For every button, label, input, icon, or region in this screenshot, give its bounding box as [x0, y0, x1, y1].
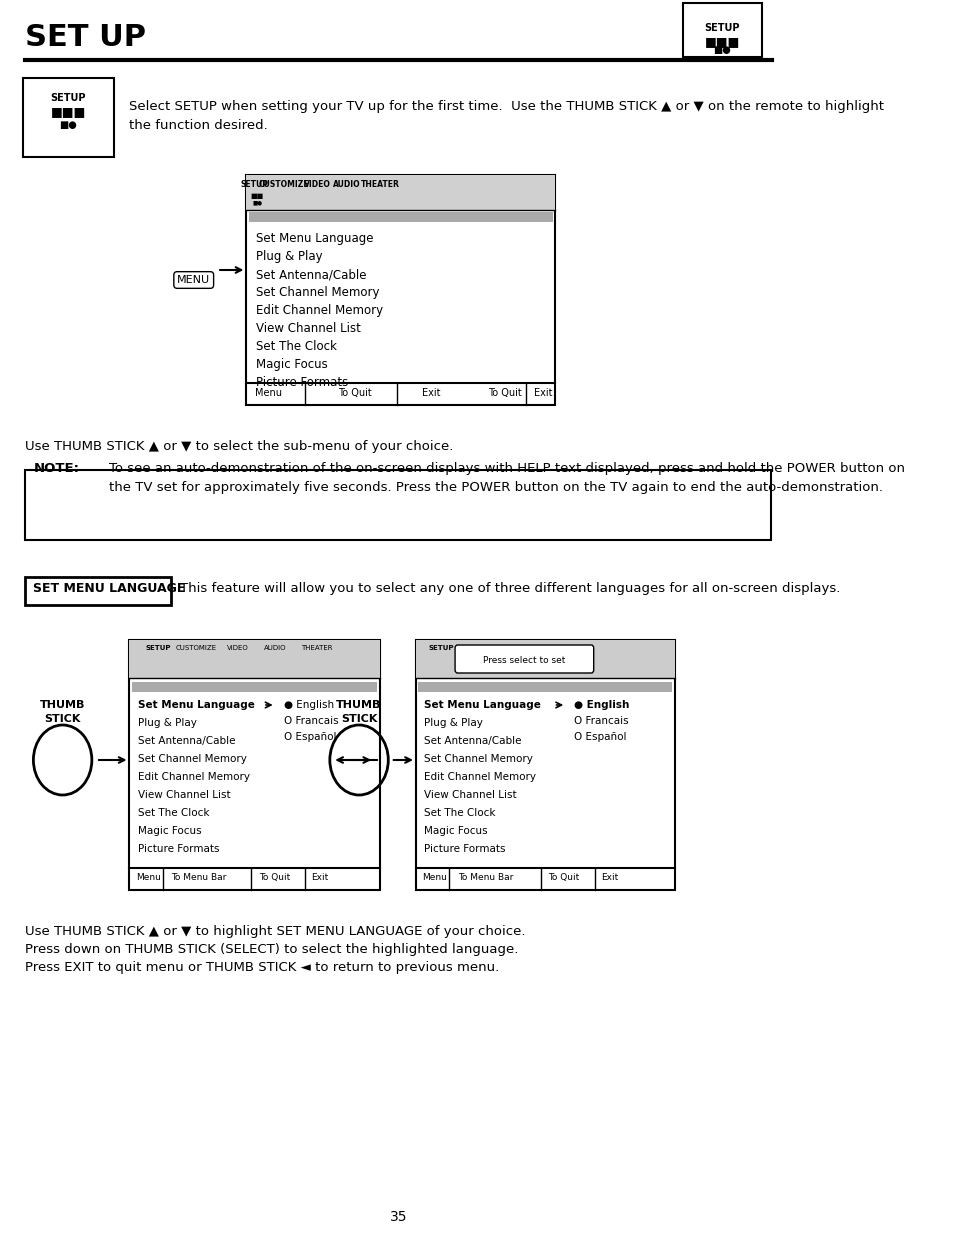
- Bar: [416, 640, 674, 890]
- Text: 35: 35: [389, 1210, 407, 1224]
- Text: View Channel List: View Channel List: [424, 790, 517, 800]
- Text: Press down on THUMB STICK (SELECT) to select the highlighted language.: Press down on THUMB STICK (SELECT) to se…: [25, 944, 517, 956]
- Text: Plug & Play: Plug & Play: [424, 718, 482, 727]
- Text: Use THUMB STICK ▲ or ▼ to highlight SET MENU LANGUAGE of your choice.: Use THUMB STICK ▲ or ▼ to highlight SET …: [25, 925, 525, 939]
- Text: Plug & Play: Plug & Play: [256, 249, 323, 263]
- Text: To Quit: To Quit: [547, 873, 578, 882]
- Text: Set Menu Language: Set Menu Language: [424, 700, 540, 710]
- FancyBboxPatch shape: [24, 78, 114, 157]
- Text: THUMB: THUMB: [336, 700, 381, 710]
- Text: Edit Channel Memory: Edit Channel Memory: [256, 304, 383, 317]
- Text: Set Antenna/Cable: Set Antenna/Cable: [424, 736, 521, 746]
- Text: ● English: ● English: [574, 700, 629, 710]
- Text: ■●: ■●: [252, 200, 262, 205]
- Text: Menu: Menu: [422, 873, 447, 882]
- Text: AUDIO: AUDIO: [264, 645, 287, 651]
- Text: SET UP: SET UP: [25, 23, 146, 52]
- Text: To see an auto-demonstration of the on-screen displays with HELP text displayed,: To see an auto-demonstration of the on-s…: [109, 462, 903, 494]
- Text: SETUP: SETUP: [51, 93, 86, 103]
- Text: Magic Focus: Magic Focus: [256, 358, 328, 370]
- Text: View Channel List: View Channel List: [137, 790, 231, 800]
- Text: Set The Clock: Set The Clock: [137, 808, 209, 818]
- Text: MENU: MENU: [177, 275, 210, 285]
- Text: VIDEO: VIDEO: [304, 180, 331, 189]
- Text: SETUP: SETUP: [240, 180, 269, 189]
- Text: Picture Formats: Picture Formats: [137, 844, 219, 853]
- Bar: [130, 640, 379, 890]
- Text: Set Menu Language: Set Menu Language: [137, 700, 254, 710]
- Text: CUSTOMIZE: CUSTOMIZE: [175, 645, 216, 651]
- Text: To Quit: To Quit: [337, 388, 372, 398]
- Text: Set The Clock: Set The Clock: [424, 808, 496, 818]
- Text: To Menu Bar: To Menu Bar: [457, 873, 513, 882]
- Bar: [132, 682, 377, 692]
- Text: Press select to set: Press select to set: [482, 656, 565, 664]
- Bar: [25, 577, 171, 605]
- Text: CUSTOMIZE: CUSTOMIZE: [258, 180, 309, 189]
- Bar: [246, 175, 555, 405]
- Text: Set Channel Memory: Set Channel Memory: [256, 287, 379, 299]
- Text: Set Antenna/Cable: Set Antenna/Cable: [137, 736, 235, 746]
- Text: THUMB: THUMB: [40, 700, 85, 710]
- Text: Set Channel Memory: Set Channel Memory: [424, 755, 533, 764]
- Text: O Español: O Español: [574, 732, 626, 742]
- Text: O Francais: O Francais: [574, 716, 628, 726]
- Text: ■■■: ■■■: [51, 105, 86, 119]
- Text: Exit: Exit: [600, 873, 618, 882]
- Text: View Channel List: View Channel List: [256, 322, 361, 335]
- Text: Set Antenna/Cable: Set Antenna/Cable: [256, 268, 367, 282]
- Text: Magic Focus: Magic Focus: [137, 826, 201, 836]
- Text: SETUP: SETUP: [704, 23, 740, 33]
- Text: NOTE:: NOTE:: [33, 462, 79, 475]
- Text: Select SETUP when setting your TV up for the first time.  Use the THUMB STICK ▲ : Select SETUP when setting your TV up for…: [130, 100, 883, 132]
- Text: To Quit: To Quit: [488, 388, 521, 398]
- Bar: [416, 640, 674, 678]
- Bar: [246, 175, 555, 210]
- Text: Edit Channel Memory: Edit Channel Memory: [137, 772, 250, 782]
- Text: ■■: ■■: [251, 193, 264, 199]
- Text: ■●: ■●: [59, 120, 77, 130]
- Text: STICK: STICK: [340, 714, 376, 724]
- Text: Exit: Exit: [534, 388, 553, 398]
- Text: Set Menu Language: Set Menu Language: [256, 232, 374, 245]
- Text: Press EXIT to quit menu or THUMB STICK ◄ to return to previous menu.: Press EXIT to quit menu or THUMB STICK ◄…: [25, 961, 498, 974]
- Text: ■■■: ■■■: [704, 35, 740, 48]
- Text: SETUP: SETUP: [146, 645, 172, 651]
- Text: SETUP: SETUP: [428, 645, 454, 651]
- Text: Exit: Exit: [311, 873, 329, 882]
- Bar: [418, 682, 672, 692]
- Text: Edit Channel Memory: Edit Channel Memory: [424, 772, 536, 782]
- Text: To Menu Bar: To Menu Bar: [171, 873, 226, 882]
- Text: ■●: ■●: [713, 44, 730, 56]
- Text: Plug & Play: Plug & Play: [137, 718, 196, 727]
- Bar: [130, 640, 379, 678]
- Text: Use THUMB STICK ▲ or ▼ to select the sub-menu of your choice.: Use THUMB STICK ▲ or ▼ to select the sub…: [25, 440, 453, 453]
- Text: SET MENU LANGUAGE: SET MENU LANGUAGE: [33, 582, 186, 595]
- Text: Set Channel Memory: Set Channel Memory: [137, 755, 247, 764]
- Text: Menu: Menu: [254, 388, 281, 398]
- Text: Picture Formats: Picture Formats: [256, 375, 348, 389]
- FancyBboxPatch shape: [682, 2, 760, 57]
- Text: This feature will allow you to select any one of three different languages for a: This feature will allow you to select an…: [179, 582, 839, 595]
- Text: Menu: Menu: [136, 873, 161, 882]
- Text: THEATER: THEATER: [301, 645, 333, 651]
- Text: Exit: Exit: [421, 388, 439, 398]
- Bar: [249, 212, 552, 222]
- Text: ● English: ● English: [284, 700, 334, 710]
- Text: Picture Formats: Picture Formats: [424, 844, 505, 853]
- Text: O Francais: O Francais: [284, 716, 338, 726]
- Text: VIDEO: VIDEO: [227, 645, 249, 651]
- Text: THEATER: THEATER: [360, 180, 399, 189]
- Text: O Español: O Español: [284, 732, 336, 742]
- Text: To Quit: To Quit: [258, 873, 290, 882]
- Text: Set The Clock: Set The Clock: [256, 340, 336, 353]
- Text: AUDIO: AUDIO: [333, 180, 360, 189]
- Bar: [25, 471, 770, 540]
- Text: Magic Focus: Magic Focus: [424, 826, 487, 836]
- Text: STICK: STICK: [45, 714, 81, 724]
- FancyBboxPatch shape: [455, 645, 593, 673]
